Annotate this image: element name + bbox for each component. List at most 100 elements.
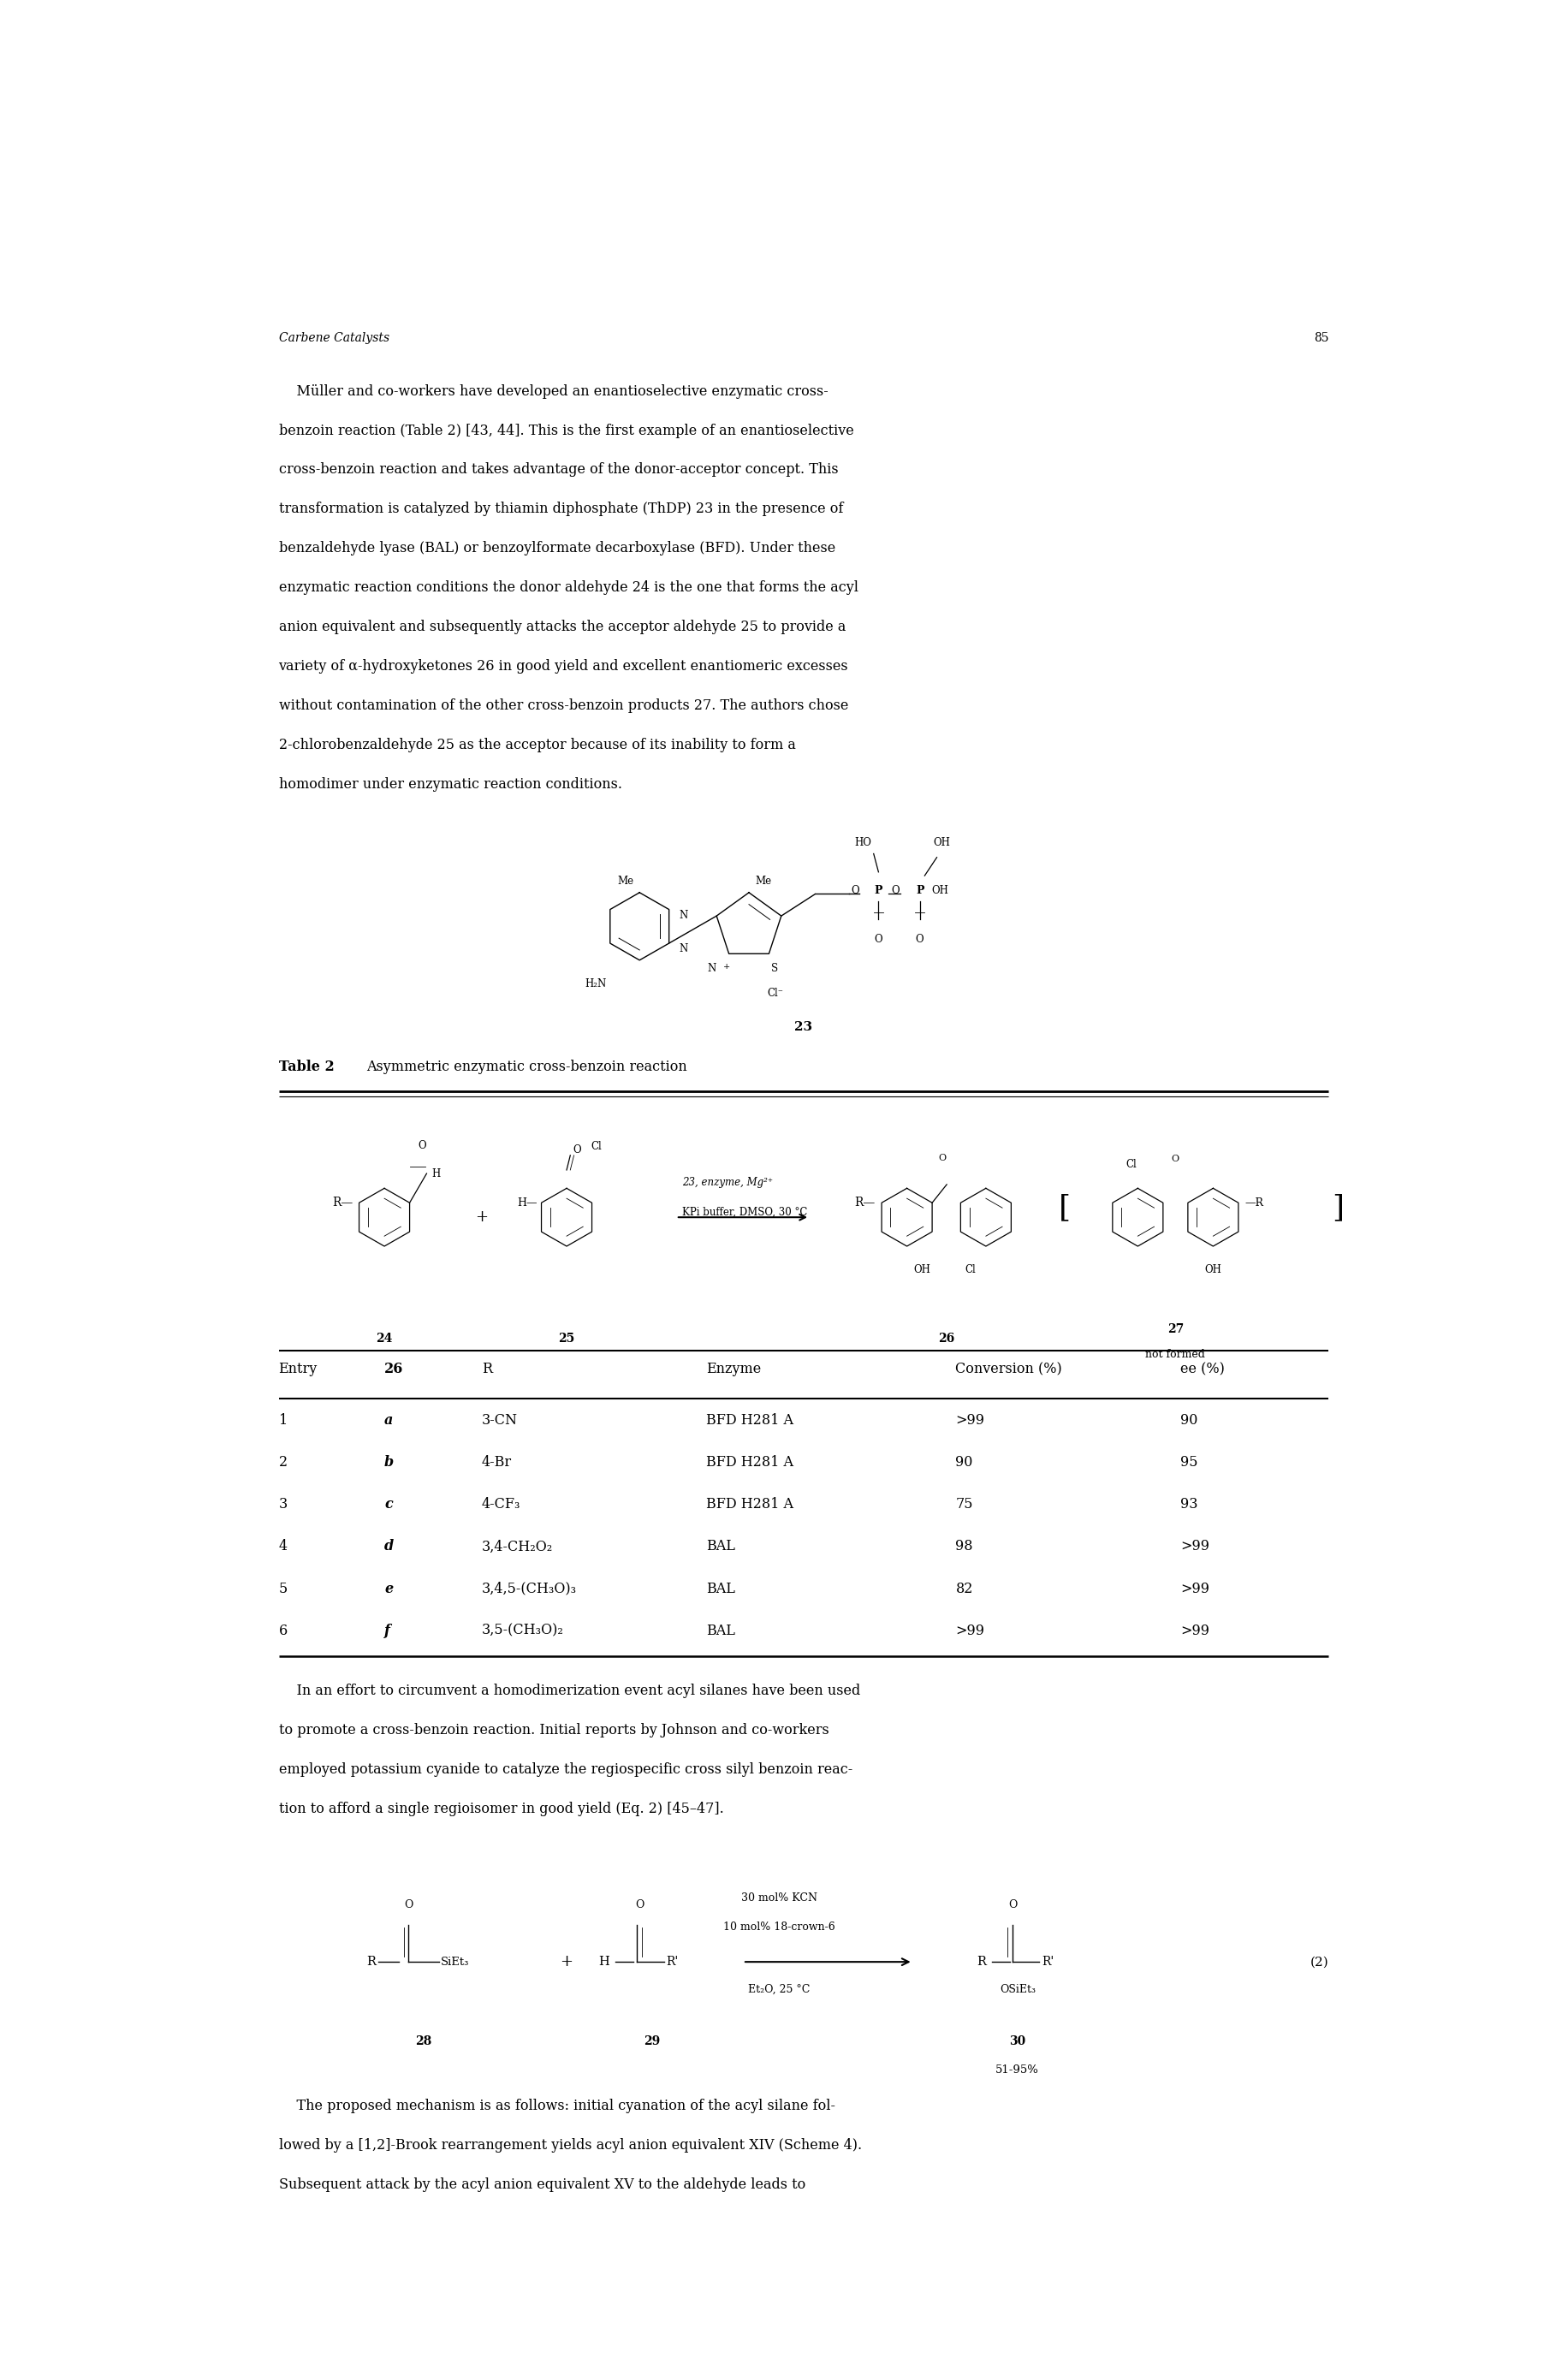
Text: 6: 6 — [279, 1623, 287, 1637]
Text: 51-95%: 51-95% — [996, 2065, 1040, 2077]
Text: R—: R— — [332, 1198, 353, 1209]
Text: In an effort to circumvent a homodimerization event acyl silanes have been used: In an effort to circumvent a homodimeriz… — [279, 1685, 859, 1699]
Text: 93: 93 — [1181, 1497, 1198, 1511]
Text: Cl: Cl — [591, 1140, 602, 1152]
Text: >99: >99 — [1181, 1623, 1209, 1637]
Text: Et₂O, 25 °C: Et₂O, 25 °C — [748, 1984, 811, 1996]
Text: 30: 30 — [1010, 2036, 1025, 2048]
Text: 28: 28 — [416, 2036, 431, 2048]
Text: 4-Br: 4-Br — [481, 1454, 511, 1471]
Text: f: f — [384, 1623, 390, 1637]
Text: to promote a cross-benzoin reaction. Initial reports by Johnson and co-workers: to promote a cross-benzoin reaction. Ini… — [279, 1723, 829, 1737]
Text: >99: >99 — [955, 1414, 985, 1428]
Text: 27: 27 — [1167, 1323, 1184, 1335]
Text: O: O — [1171, 1155, 1179, 1164]
Text: BAL: BAL — [706, 1623, 735, 1637]
Text: without contamination of the other cross-benzoin products 27. The authors chose: without contamination of the other cross… — [279, 699, 848, 713]
Text: KPi buffer, DMSO, 30 °C: KPi buffer, DMSO, 30 °C — [682, 1207, 808, 1217]
Text: 85: 85 — [1314, 333, 1328, 345]
Text: O: O — [875, 934, 883, 946]
Text: O: O — [938, 1155, 946, 1162]
Text: 3,4,5-(CH₃O)₃: 3,4,5-(CH₃O)₃ — [481, 1582, 577, 1597]
Text: ]: ] — [1333, 1193, 1344, 1224]
Text: 90: 90 — [955, 1454, 972, 1471]
Text: >99: >99 — [955, 1623, 985, 1637]
Text: lowed by a [1,2]-Brook rearrangement yields acyl anion equivalent XIV (Scheme 4): lowed by a [1,2]-Brook rearrangement yie… — [279, 2138, 861, 2153]
Text: Subsequent attack by the acyl anion equivalent XV to the aldehyde leads to: Subsequent attack by the acyl anion equi… — [279, 2179, 806, 2193]
Text: +: + — [560, 1953, 572, 1970]
Text: R: R — [481, 1361, 492, 1376]
Text: variety of α-hydroxyketones 26 in good yield and excellent enantiomeric excesses: variety of α-hydroxyketones 26 in good y… — [279, 658, 848, 675]
Text: 82: 82 — [955, 1582, 972, 1597]
Text: P: P — [875, 884, 883, 896]
Text: employed potassium cyanide to catalyze the regiospecific cross silyl benzoin rea: employed potassium cyanide to catalyze t… — [279, 1763, 853, 1777]
Text: OSiEt₃: OSiEt₃ — [999, 1984, 1035, 1996]
Text: anion equivalent and subsequently attacks the acceptor aldehyde 25 to provide a: anion equivalent and subsequently attack… — [279, 620, 845, 634]
Text: BAL: BAL — [706, 1540, 735, 1554]
Text: N: N — [679, 910, 687, 920]
Text: 2: 2 — [279, 1454, 287, 1471]
Text: e: e — [384, 1582, 394, 1597]
Text: benzaldehyde lyase (BAL) or benzoylformate decarboxylase (BFD). Under these: benzaldehyde lyase (BAL) or benzoylforma… — [279, 542, 836, 556]
Text: [: [ — [1058, 1193, 1071, 1224]
Text: cross-benzoin reaction and takes advantage of the donor-acceptor concept. This: cross-benzoin reaction and takes advanta… — [279, 463, 837, 478]
Text: 10 mol% 18-crown-6: 10 mol% 18-crown-6 — [723, 1922, 836, 1932]
Text: OH: OH — [933, 836, 950, 848]
Text: O: O — [916, 934, 924, 946]
Text: 3-CN: 3-CN — [481, 1414, 517, 1428]
Text: 90: 90 — [1181, 1414, 1198, 1428]
Text: O: O — [891, 884, 900, 896]
Text: >99: >99 — [1181, 1582, 1209, 1597]
Text: Me: Me — [754, 877, 771, 886]
Text: transformation is catalyzed by thiamin diphosphate (ThDP) 23 in the presence of: transformation is catalyzed by thiamin d… — [279, 501, 844, 516]
Text: 26: 26 — [938, 1333, 955, 1345]
Text: (2): (2) — [1309, 1955, 1328, 1967]
Text: enzymatic reaction conditions the donor aldehyde 24 is the one that forms the ac: enzymatic reaction conditions the donor … — [279, 580, 858, 594]
Text: Conversion (%): Conversion (%) — [955, 1361, 1062, 1376]
Text: 23: 23 — [795, 1022, 812, 1034]
Text: 3,4-CH₂O₂: 3,4-CH₂O₂ — [481, 1540, 554, 1554]
Text: SiEt₃: SiEt₃ — [441, 1955, 469, 1967]
Text: Enzyme: Enzyme — [706, 1361, 762, 1376]
Text: H: H — [431, 1169, 441, 1178]
Text: c: c — [384, 1497, 392, 1511]
Text: N: N — [707, 962, 717, 974]
Text: Müller and co-workers have developed an enantioselective enzymatic cross-: Müller and co-workers have developed an … — [279, 385, 828, 399]
Text: Cl: Cl — [966, 1264, 977, 1276]
Text: 75: 75 — [955, 1497, 974, 1511]
Text: 4-CF₃: 4-CF₃ — [481, 1497, 521, 1511]
Text: 23, enzyme, Mg²⁺: 23, enzyme, Mg²⁺ — [682, 1176, 773, 1188]
Text: not formed: not formed — [1146, 1350, 1206, 1359]
Text: Cl⁻: Cl⁻ — [767, 988, 784, 998]
Text: 24: 24 — [376, 1333, 392, 1345]
Text: 30 mol% KCN: 30 mol% KCN — [742, 1891, 817, 1903]
Text: O: O — [417, 1140, 426, 1152]
Text: R: R — [977, 1955, 986, 1967]
Text: Me: Me — [618, 877, 633, 886]
Text: Entry: Entry — [279, 1361, 317, 1376]
Text: R': R' — [1041, 1955, 1054, 1967]
Text: BAL: BAL — [706, 1582, 735, 1597]
Text: R': R' — [666, 1955, 679, 1967]
Text: 25: 25 — [558, 1333, 575, 1345]
Text: 98: 98 — [955, 1540, 974, 1554]
Text: BFD H281 A: BFD H281 A — [706, 1454, 793, 1471]
Text: H: H — [599, 1955, 608, 1967]
Text: R—: R— — [855, 1198, 875, 1209]
Text: d: d — [384, 1540, 394, 1554]
Text: O: O — [851, 884, 859, 896]
Text: 5: 5 — [279, 1582, 287, 1597]
Text: O: O — [405, 1898, 412, 1910]
Text: BFD H281 A: BFD H281 A — [706, 1497, 793, 1511]
Text: H—: H— — [517, 1198, 538, 1209]
Text: S: S — [771, 962, 778, 974]
Text: homodimer under enzymatic reaction conditions.: homodimer under enzymatic reaction condi… — [279, 777, 622, 791]
Text: Asymmetric enzymatic cross-benzoin reaction: Asymmetric enzymatic cross-benzoin react… — [367, 1060, 687, 1074]
Text: OH: OH — [931, 884, 949, 896]
Text: Cl: Cl — [1126, 1159, 1137, 1169]
Text: OH: OH — [914, 1264, 930, 1276]
Text: 4: 4 — [279, 1540, 287, 1554]
Text: 95: 95 — [1181, 1454, 1198, 1471]
Text: HO: HO — [855, 836, 872, 848]
Text: benzoin reaction (Table 2) [43, 44]. This is the first example of an enantiosele: benzoin reaction (Table 2) [43, 44]. Thi… — [279, 423, 853, 437]
